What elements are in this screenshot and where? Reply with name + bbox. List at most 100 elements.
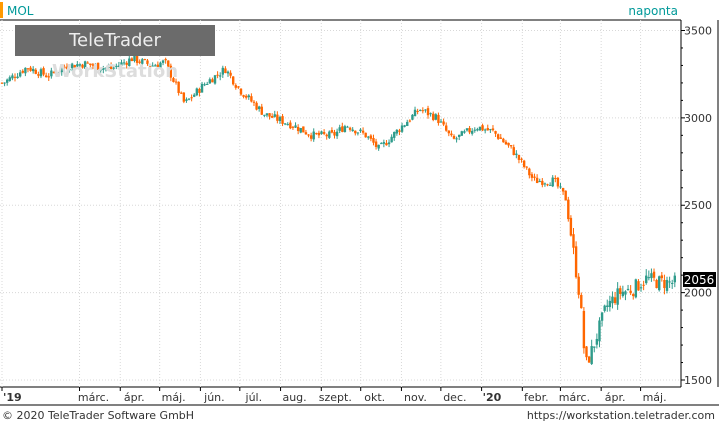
- candle-body: [512, 147, 515, 155]
- candle-body: [595, 338, 599, 345]
- candle-body: [611, 296, 614, 304]
- candle-body: [55, 72, 58, 74]
- x-tick-label: márc.: [559, 391, 590, 404]
- candle-body: [650, 273, 653, 279]
- candle-body: [76, 64, 79, 67]
- candle-body: [668, 281, 671, 283]
- candle-body: [483, 129, 487, 131]
- candle-body: [193, 94, 196, 97]
- candle-body: [559, 186, 562, 188]
- candle-body: [655, 280, 658, 289]
- x-tick-label: máj.: [162, 391, 186, 404]
- candle-body: [556, 177, 560, 187]
- candle-body: [276, 114, 279, 121]
- candle-body: [380, 143, 383, 145]
- candle-body: [645, 275, 648, 284]
- symbol-marker: [0, 2, 3, 18]
- candle-body: [439, 121, 443, 123]
- candle-body: [476, 129, 479, 131]
- candle-body: [86, 62, 89, 64]
- candle-body: [338, 127, 341, 131]
- x-tick-label: júl.: [245, 391, 263, 404]
- candle-body: [348, 127, 352, 130]
- candle-body: [491, 128, 495, 131]
- candle-body: [154, 65, 157, 67]
- candle-body: [330, 130, 334, 133]
- source-url: https://workstation.teletrader.com: [526, 409, 715, 422]
- candle-body: [613, 297, 617, 304]
- candle-body: [569, 217, 573, 236]
- x-tick-label: febr.: [524, 391, 549, 404]
- candle-body: [457, 134, 461, 138]
- candle-body: [632, 294, 635, 297]
- candle-body: [47, 76, 50, 78]
- candle-body: [141, 59, 144, 64]
- candle-body: [16, 76, 19, 79]
- candle-body: [494, 131, 497, 134]
- x-tick-label: '20: [483, 391, 502, 404]
- candle-body: [302, 126, 305, 133]
- candle-body: [315, 133, 318, 135]
- candle-body: [237, 86, 240, 88]
- candle-body: [34, 69, 37, 74]
- candle-body: [429, 113, 432, 115]
- candle-body: [135, 54, 139, 63]
- candle-body: [42, 68, 45, 75]
- candle-body: [564, 190, 567, 201]
- candle-body: [665, 279, 669, 291]
- candle-body: [426, 108, 430, 116]
- candle-body: [37, 74, 40, 76]
- candle-body: [580, 294, 583, 309]
- candle-body: [260, 106, 263, 115]
- y-tick-label: 3000: [684, 112, 712, 125]
- candle-body: [148, 65, 152, 67]
- candle-body: [463, 131, 466, 133]
- candle-body: [621, 291, 625, 297]
- candle-body: [608, 300, 612, 308]
- candle-body: [671, 282, 674, 284]
- candle-body: [107, 67, 110, 69]
- candle-body: [367, 136, 370, 138]
- candle-body: [229, 72, 232, 76]
- candle-body: [11, 75, 14, 79]
- candle-body: [533, 176, 536, 178]
- x-tick-label: ápr.: [124, 391, 145, 404]
- candle-body: [263, 114, 266, 116]
- candle-body: [73, 65, 76, 68]
- candle-body: [445, 125, 448, 131]
- candle-body: [639, 287, 643, 289]
- candle-body: [603, 305, 606, 311]
- candle-body: [180, 92, 183, 94]
- candle-body: [343, 126, 347, 133]
- x-tick-label: dec.: [443, 391, 466, 404]
- candle-body: [351, 129, 354, 132]
- candle-body: [509, 145, 513, 147]
- candle-body: [411, 114, 414, 120]
- candle-body: [63, 66, 66, 68]
- candle-body: [393, 131, 396, 138]
- candle-body: [50, 70, 53, 77]
- candle-body: [624, 291, 627, 295]
- candle-body: [281, 116, 284, 124]
- candle-body: [652, 271, 656, 278]
- candle-body: [535, 177, 539, 184]
- candle-body: [561, 187, 565, 192]
- candle-body: [125, 62, 128, 65]
- candle-body: [283, 123, 287, 125]
- candle-body: [81, 64, 84, 68]
- candle-body: [486, 128, 489, 131]
- candle-body: [567, 199, 570, 220]
- candle-body: [167, 60, 170, 67]
- candle-body: [447, 130, 451, 134]
- candle-body: [642, 284, 645, 286]
- candle-body: [161, 60, 165, 63]
- candle-body: [387, 142, 391, 145]
- candle-body: [91, 64, 95, 66]
- candle-body: [442, 121, 445, 125]
- candle-body: [231, 76, 235, 85]
- candle-body: [200, 83, 204, 93]
- candle-body: [195, 88, 199, 96]
- candle-body: [658, 276, 661, 291]
- candle-body: [187, 98, 191, 100]
